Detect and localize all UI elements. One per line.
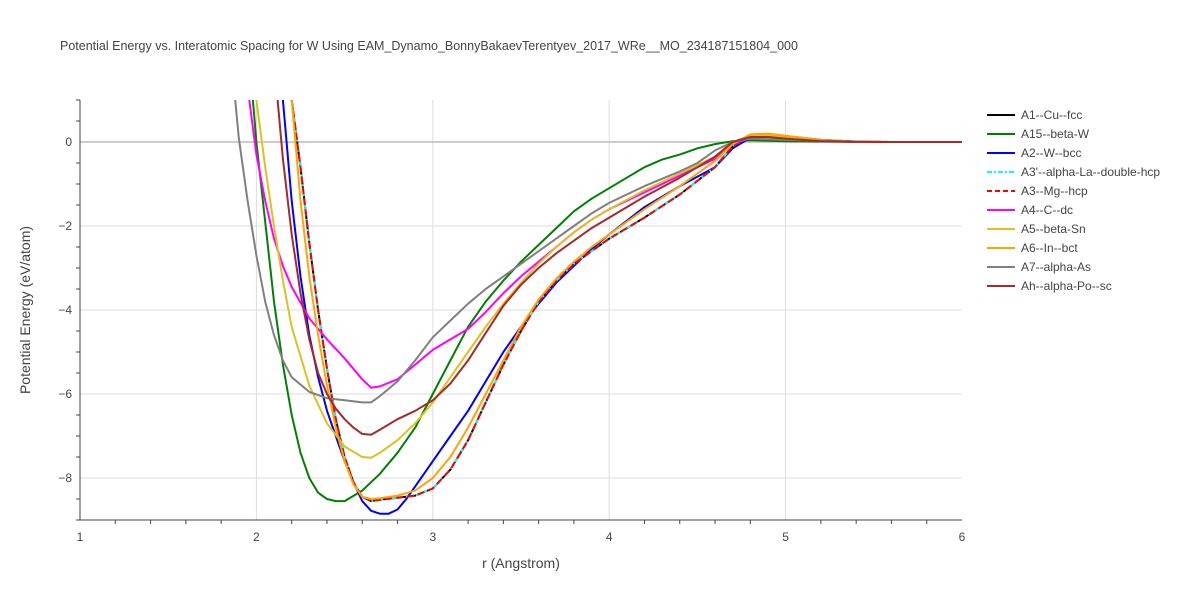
legend-label: A6--In--bct: [1021, 241, 1078, 255]
series-line-5: [248, 100, 962, 389]
legend-label: Ah--alpha-Po--sc: [1021, 279, 1112, 293]
y-tick-label: 0: [65, 135, 72, 149]
series-line-4: [290, 100, 962, 503]
legend-label: A4--C--dc: [1021, 203, 1073, 217]
axes: 1 2 3 4 5 6 −8 −6 −4 −2 0: [58, 99, 966, 544]
x-axis-title: r (Angstrom): [482, 555, 560, 571]
chart-title: Potential Energy vs. Interatomic Spacing…: [60, 39, 798, 53]
series-line-0: [290, 100, 962, 503]
series-line-3: [290, 100, 962, 503]
legend-label: A3--Mg--hcp: [1021, 184, 1088, 198]
x-tick-label: 1: [77, 530, 84, 544]
x-tick-label: 4: [606, 530, 613, 544]
series-line-2: [281, 100, 962, 515]
legend-label: A7--alpha-As: [1021, 260, 1091, 274]
legend-label: A5--beta-Sn: [1021, 222, 1086, 236]
y-axis-title: Potential Energy (eV/atom): [17, 226, 33, 394]
series-line-1: [251, 100, 962, 503]
x-tick-label: 2: [253, 530, 260, 544]
series-lines: [234, 100, 962, 515]
y-tick-label: −8: [58, 471, 72, 485]
legend-label: A1--Cu--fcc: [1021, 108, 1082, 122]
series-line-9: [276, 100, 962, 436]
y-tick-label: −4: [58, 303, 72, 317]
x-tick-label: 6: [959, 530, 966, 544]
x-tick-label: 3: [429, 530, 436, 544]
legend-label: A2--W--bcc: [1021, 146, 1081, 160]
legend: A1--Cu--fcc A15--beta-W A2--W--bcc A3'--alp…: [987, 108, 1160, 293]
legend-label: A15--beta-W: [1021, 127, 1090, 141]
legend-label: A3'--alpha-La--double-hcp: [1021, 165, 1160, 179]
series-line-7: [290, 100, 962, 500]
series-line-8: [234, 100, 962, 404]
y-tick-label: −6: [58, 387, 72, 401]
y-tick-label: −2: [58, 219, 72, 233]
x-tick-label: 5: [782, 530, 789, 544]
grid: [80, 100, 962, 520]
